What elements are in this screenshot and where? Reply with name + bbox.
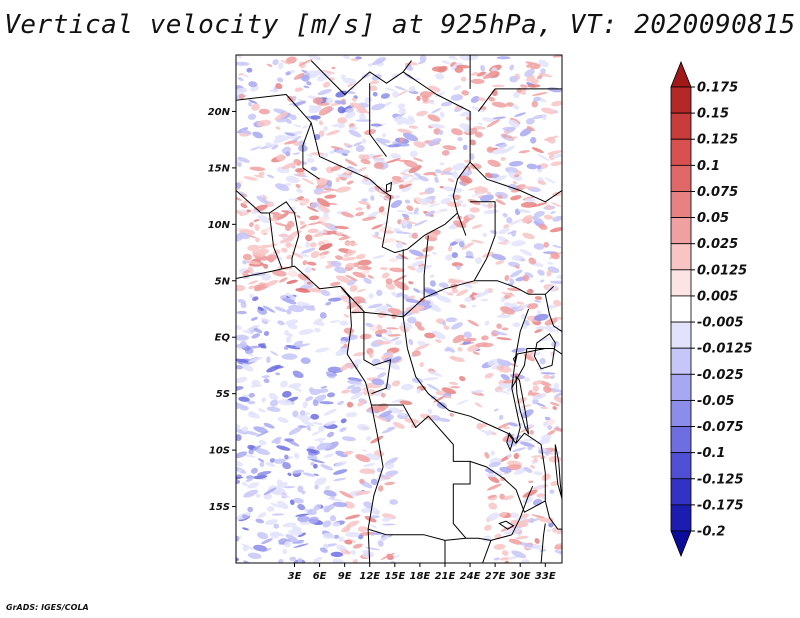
colorbar-label: 0.005 [697,289,738,304]
colorbar-label: 0.025 [697,237,738,252]
colorbar-swatch [670,295,692,323]
colorbar-label: 0.125 [697,133,738,148]
y-tick-label: 10N [208,220,231,231]
colorbar-labels: 0.175 0.15 0.125 0.1 0.075 0.05 0.025 0.0125 0.0… [691,81,753,540]
colorbar-swatch [670,191,692,218]
x-tick-label: 18E [410,571,431,582]
colorbar-swatch [670,530,692,558]
x-tick-label: 30E [510,571,531,582]
y-axis: 20N 15N 10N 5N EQ 5S 10S 15S [208,107,236,513]
colorbar-label: -0.1 [697,446,725,461]
colorbar-swatch [670,112,692,140]
colorbar-label: -0.05 [697,394,734,409]
x-tick-label: 15E [384,571,405,582]
y-tick-label: 15S [209,502,230,513]
y-tick-label: 15N [208,163,231,174]
colorbar-swatch [670,60,692,88]
colorbar-swatch [670,243,692,271]
x-tick-label: 33E [535,571,556,582]
x-tick-label: 9E [338,571,352,582]
x-axis: 3E 6E 9E 12E 15E 18E 21E 24E 27E 30E 33E [288,563,556,582]
x-tick-label: 3E [288,571,302,582]
colorbar-label: 0.05 [697,211,729,226]
colorbar-swatch [670,504,692,532]
y-tick-label: 10S [209,446,230,457]
colorbar-swatch [670,321,692,349]
colorbar-swatch [670,452,692,480]
y-tick-label: 20N [208,107,231,118]
colorbar-swatch [670,400,692,427]
colorbar-swatch [670,138,692,166]
velocity-field [236,55,562,563]
colorbar-label: 0.15 [697,107,729,122]
colorbar-swatch [670,217,692,245]
footer-credit: GrADS: IGES/COLA [6,603,89,612]
colorbar-label: 0.1 [697,159,720,174]
country-borders [236,55,562,563]
colorbar-label: 0.0125 [697,263,747,278]
y-tick-label: 5S [216,389,230,400]
x-tick-label: 21E [435,571,456,582]
colorbar-label: -0.075 [697,420,744,435]
x-tick-label: 12E [359,571,380,582]
colorbar-label: -0.0125 [697,342,753,357]
colorbar-label: -0.025 [697,368,744,383]
colorbar-label: -0.005 [697,316,744,331]
colorbar-swatch [670,269,692,297]
map-title: Vertical velocity [m/s] at 925hPa, VT: 2… [4,10,796,40]
colorbar-label: 0.175 [697,81,738,96]
colorbar [670,60,692,558]
colorbar-swatch [670,373,692,401]
colorbar-swatch [670,86,692,114]
colorbar-swatch [670,426,692,454]
y-tick-label: 5N [215,276,231,287]
x-tick-label: 27E [485,571,506,582]
y-tick-label: EQ [215,333,231,344]
colorbar-swatch [670,478,692,506]
colorbar-label: -0.125 [697,472,744,487]
colorbar-label: -0.2 [697,525,725,540]
map-frame [235,54,563,564]
colorbar-swatch [670,164,692,192]
colorbar-label: -0.175 [697,498,744,513]
colorbar-swatch [670,347,692,375]
x-tick-label: 24E [460,571,481,582]
x-tick-label: 6E [313,571,327,582]
colorbar-label: 0.075 [697,185,738,200]
